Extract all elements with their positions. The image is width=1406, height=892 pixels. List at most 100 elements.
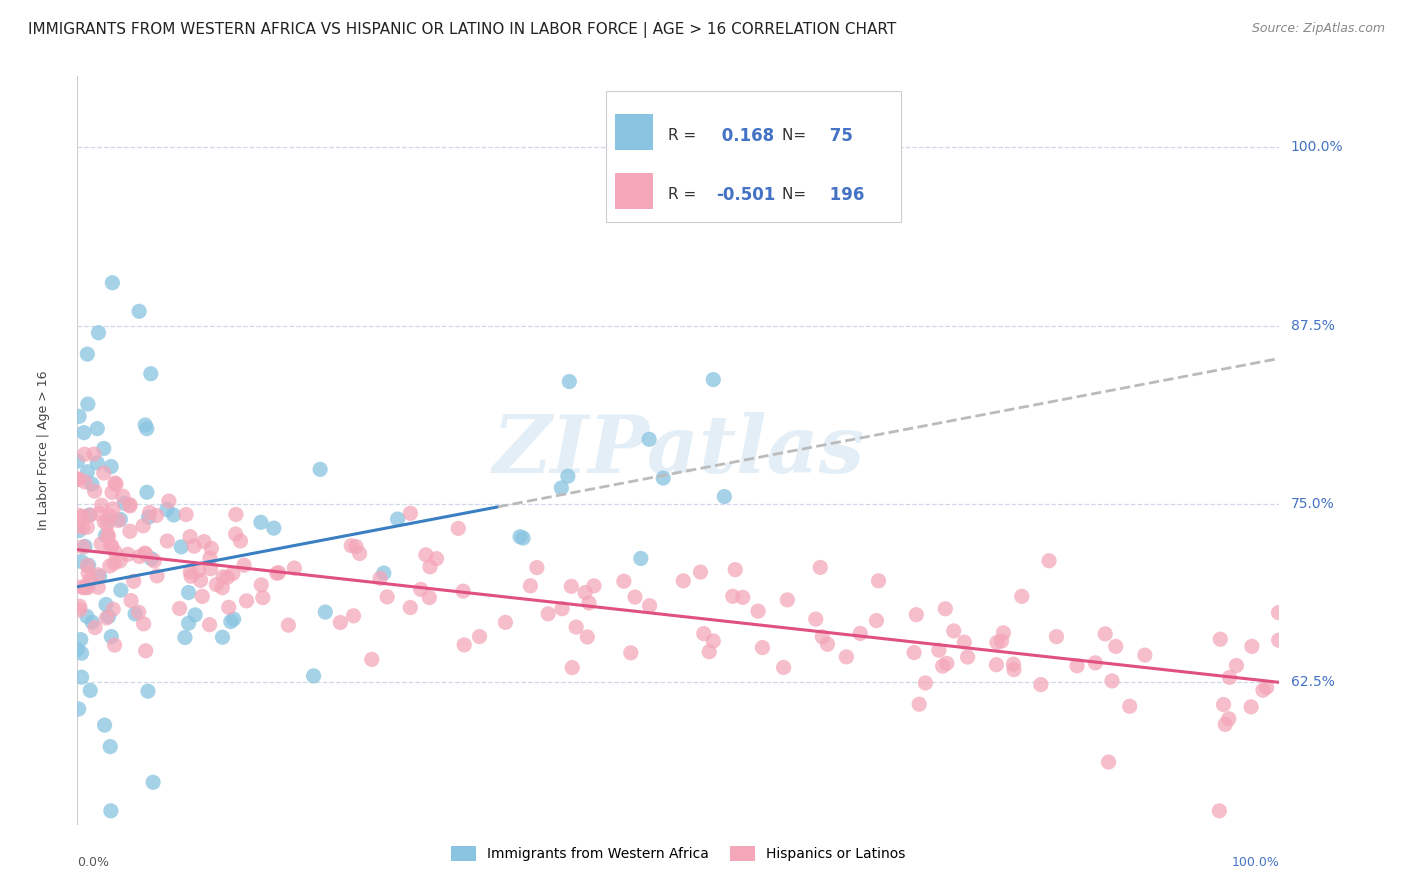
Point bbox=[218, 600, 240, 615]
Point bbox=[82, 615, 104, 630]
Point bbox=[89, 569, 111, 583]
Text: 0.168: 0.168 bbox=[716, 127, 773, 145]
Point bbox=[551, 601, 574, 615]
Point bbox=[169, 601, 191, 615]
Point bbox=[576, 630, 599, 644]
Point bbox=[76, 465, 98, 479]
Text: 75.0%: 75.0% bbox=[1291, 497, 1334, 511]
Point bbox=[98, 508, 121, 523]
Point bbox=[179, 530, 201, 544]
Point bbox=[250, 516, 273, 530]
Point bbox=[156, 502, 179, 516]
Point bbox=[217, 570, 239, 584]
Text: Source: ZipAtlas.com: Source: ZipAtlas.com bbox=[1251, 22, 1385, 36]
Point bbox=[118, 524, 141, 539]
Point bbox=[76, 397, 98, 411]
Point bbox=[97, 609, 120, 624]
Text: -0.501: -0.501 bbox=[716, 186, 775, 203]
Point bbox=[409, 582, 432, 597]
Point bbox=[118, 499, 141, 513]
Point bbox=[509, 530, 531, 544]
Point bbox=[100, 459, 122, 474]
Point bbox=[205, 577, 228, 591]
Point bbox=[1208, 804, 1230, 818]
Point bbox=[953, 635, 976, 649]
Point bbox=[110, 512, 132, 526]
Point bbox=[142, 775, 165, 789]
Point bbox=[451, 584, 474, 599]
Point bbox=[1133, 648, 1156, 662]
Point bbox=[90, 537, 112, 551]
Point bbox=[697, 645, 720, 659]
Point bbox=[143, 554, 166, 568]
Point bbox=[558, 375, 581, 389]
Point bbox=[537, 607, 560, 621]
Point bbox=[211, 630, 233, 644]
Point bbox=[986, 657, 1008, 672]
Point bbox=[90, 498, 112, 512]
Point bbox=[225, 527, 247, 541]
Point bbox=[672, 574, 695, 588]
Point bbox=[512, 531, 534, 545]
Point bbox=[425, 551, 447, 566]
Point bbox=[97, 530, 120, 544]
Point bbox=[179, 565, 201, 579]
Point bbox=[79, 573, 101, 587]
Text: ZIPatlas: ZIPatlas bbox=[492, 412, 865, 489]
Point bbox=[928, 643, 950, 657]
Point bbox=[89, 507, 111, 521]
FancyBboxPatch shape bbox=[606, 91, 901, 222]
Text: 87.5%: 87.5% bbox=[1291, 318, 1334, 333]
Point bbox=[76, 609, 98, 624]
Point bbox=[104, 475, 127, 490]
Point bbox=[138, 510, 160, 524]
Point bbox=[277, 618, 299, 632]
Point bbox=[100, 804, 122, 818]
Point bbox=[1011, 590, 1033, 604]
Point bbox=[1002, 663, 1025, 677]
Point bbox=[93, 515, 115, 529]
Point bbox=[494, 615, 516, 630]
Point bbox=[73, 425, 96, 440]
Point bbox=[1218, 712, 1240, 726]
Point bbox=[1213, 717, 1236, 731]
Point bbox=[75, 580, 97, 594]
Point bbox=[103, 556, 125, 570]
Point bbox=[849, 626, 872, 640]
Point bbox=[986, 635, 1008, 649]
Point bbox=[373, 566, 395, 580]
Point bbox=[835, 649, 858, 664]
Point bbox=[66, 454, 89, 468]
Point bbox=[229, 533, 252, 548]
Point bbox=[100, 540, 122, 554]
Text: 75: 75 bbox=[824, 127, 852, 145]
Point bbox=[103, 638, 125, 652]
FancyBboxPatch shape bbox=[614, 173, 654, 209]
Point bbox=[233, 558, 256, 573]
Point bbox=[908, 697, 931, 711]
Point bbox=[693, 626, 716, 640]
Point bbox=[956, 650, 979, 665]
Point bbox=[174, 508, 197, 522]
Point bbox=[110, 583, 132, 598]
Text: 0.0%: 0.0% bbox=[77, 855, 110, 869]
Point bbox=[198, 551, 221, 566]
Point bbox=[77, 566, 100, 580]
Point bbox=[93, 466, 115, 480]
Point bbox=[582, 579, 605, 593]
Point bbox=[101, 485, 124, 500]
Point bbox=[128, 549, 150, 564]
Point bbox=[200, 562, 222, 576]
Point bbox=[67, 472, 90, 486]
Text: In Labor Force | Age > 16: In Labor Force | Age > 16 bbox=[37, 371, 51, 530]
Point bbox=[222, 612, 245, 626]
Point bbox=[342, 608, 364, 623]
Point bbox=[368, 571, 391, 585]
Point bbox=[141, 551, 163, 566]
Point bbox=[865, 614, 887, 628]
Point bbox=[702, 634, 724, 648]
Point bbox=[1240, 640, 1263, 654]
Point bbox=[170, 540, 193, 554]
Point bbox=[112, 496, 135, 510]
Point bbox=[136, 684, 159, 698]
